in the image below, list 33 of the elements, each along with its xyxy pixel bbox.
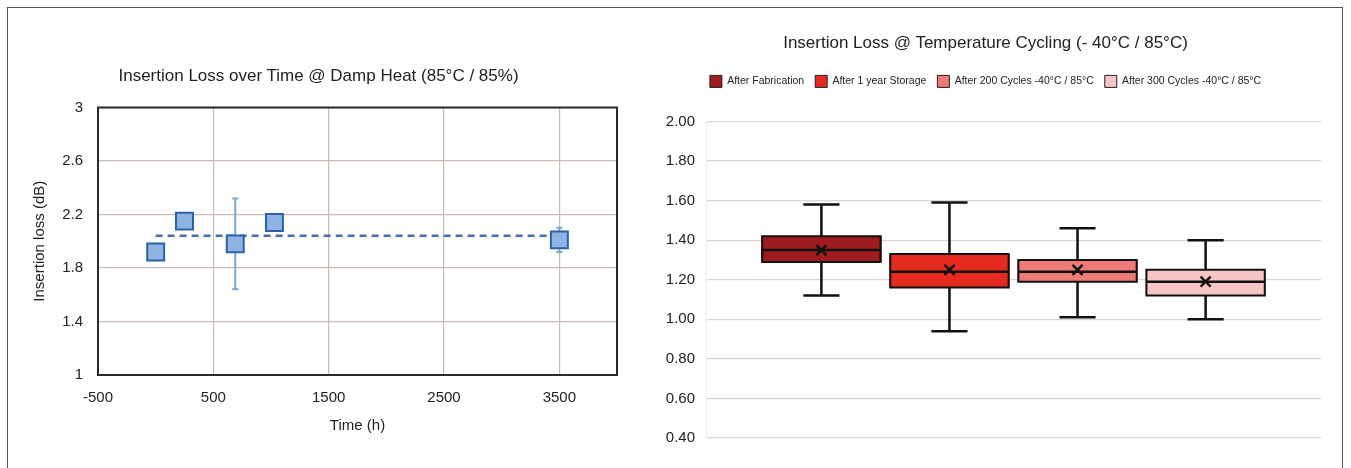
y-tick-label: 1.4 [62, 311, 83, 329]
legend-label: After 200 Cycles -40°C / 85°C [954, 74, 1095, 87]
y-tick-label: 1 [74, 365, 83, 383]
point [146, 242, 166, 262]
y-tick-label: 0.40 [665, 428, 695, 446]
y-tick-label: 2.2 [62, 204, 83, 222]
y-tick-label: 1.80 [665, 151, 695, 169]
x-tick-label: 3500 [542, 388, 577, 406]
y-tick-label: 1.20 [665, 269, 695, 287]
x-axis-title: Time (h) [329, 416, 386, 434]
chart-title: Insertion Loss over Time @ Damp Heat (85°C / 85%) [118, 65, 519, 85]
y-axis-title: Insertion loss (dB) [30, 180, 48, 302]
y-tick-label: 1.00 [665, 309, 695, 327]
y-tick-label: 0.80 [665, 348, 695, 366]
y-tick-label: 1.8 [62, 258, 83, 276]
point [175, 211, 194, 231]
legend-label: After 300 Cycles -40°C / 85°C [1122, 74, 1262, 87]
point [264, 212, 284, 232]
legend-label: After Fabrication [727, 74, 805, 87]
x-tick-label: 500 [200, 388, 226, 406]
x-tick-label: -500 [82, 388, 114, 406]
y-tick-label: 0.60 [665, 388, 695, 406]
chart-title: Insertion Loss @ Temperature Cycling (- 40°C / 85°C) [783, 32, 1188, 52]
x-tick-label: 1500 [311, 388, 346, 406]
legend-label: After 1 year Storage [832, 74, 927, 87]
y-tick-label: 2.00 [665, 111, 695, 129]
y-tick-label: 1.60 [665, 190, 695, 208]
y-tick-label: 1.40 [665, 230, 695, 248]
point [225, 234, 245, 254]
y-tick-label: 2.6 [62, 151, 83, 169]
y-tick-label: 3 [74, 97, 83, 115]
point [549, 230, 569, 250]
x-tick-label: 2500 [427, 388, 461, 406]
